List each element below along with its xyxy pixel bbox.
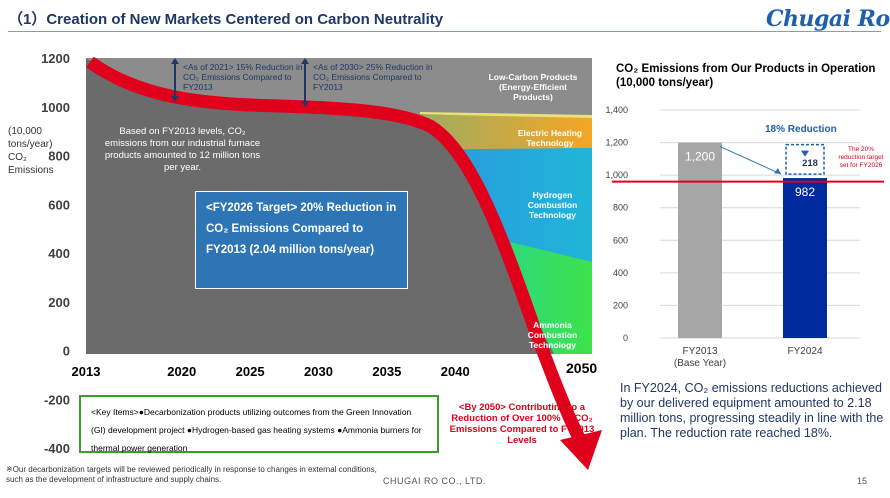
band-label-electric: Electric Heating Technology (517, 128, 583, 148)
left-x-tick-label: 2013 (72, 364, 101, 379)
diff-value: 218 (802, 158, 818, 169)
left-y-axis: -400 -200 0 200 400 600 800 1000 1200 (41, 51, 70, 456)
baseline-note: Based on FY2013 levels, CO₂ emissions fr… (104, 126, 261, 173)
left-y-tick-label: 1000 (41, 100, 70, 115)
left-x-tick-label: 2035 (372, 364, 401, 379)
footnote: ※Our decarbonization targets will be rev… (6, 465, 377, 484)
page-title: （1）Creation of New Markets Centered on C… (8, 11, 444, 28)
by-2050-note: <By 2050> Contributing to a Reduction of… (449, 402, 595, 446)
left-y-tick-label: -200 (44, 392, 70, 407)
left-y-tick-label: -400 (44, 441, 70, 456)
left-x-tick-label: 2025 (236, 364, 265, 379)
reduction-label: 18% Reduction (765, 124, 837, 135)
band-label-ammonia: Ammonia Combustion Technology (527, 320, 578, 350)
summary-text: In FY2024, CO₂ emissions reductions achi… (620, 381, 884, 440)
page-number: 15 (857, 476, 868, 486)
left-y-tick-label: 1200 (41, 51, 70, 66)
left-y-tick-label: 0 (63, 344, 70, 359)
band-label-low-carbon: Low-Carbon Products (Energy-Efficient Pr… (488, 72, 578, 102)
company-name: CHUGAI RO CO., LTD. (383, 476, 486, 486)
left-y-tick-label: 800 (48, 149, 70, 164)
left-y-axis-label: (10,000 tons/year) CO₂ Emissions (8, 126, 54, 176)
left-y-tick-label: 400 (48, 246, 70, 261)
left-y-tick-label: 600 (48, 197, 70, 212)
reduction-arrow (86, 56, 586, 443)
right-chart-title: CO₂ Emissions from Our Products in Opera… (616, 63, 876, 89)
band-label-hydrogen: Hydrogen Combustion Technology (527, 190, 578, 220)
left-x-tick-label: 2040 (441, 364, 470, 379)
note-2021: <As of 2021> 15% Reduction in CO₂ Emissi… (183, 62, 303, 92)
left-x-tick-label: 2030 (304, 364, 333, 379)
year-2050-label: 2050 (566, 360, 598, 376)
left-x-axis: 2013 2020 2025 2030 2035 2040 (72, 364, 470, 379)
title-divider (8, 31, 881, 32)
left-x-tick-label: 2020 (167, 364, 196, 379)
target-note: The 20% reduction target set for FY2026 (838, 146, 884, 169)
note-2030: <As of 2030> 25% Reduction in CO₂ Emissi… (313, 62, 433, 92)
left-y-tick-label: 200 (48, 295, 70, 310)
reduction-arrowhead (560, 430, 602, 470)
company-logo: Chugai Ro (766, 6, 890, 32)
fy2026-target-box: <FY2026 Target> 20% Reduction in CO₂ Emi… (195, 191, 408, 289)
key-items-box: <Key Items>●Decarbonization products uti… (79, 395, 439, 453)
